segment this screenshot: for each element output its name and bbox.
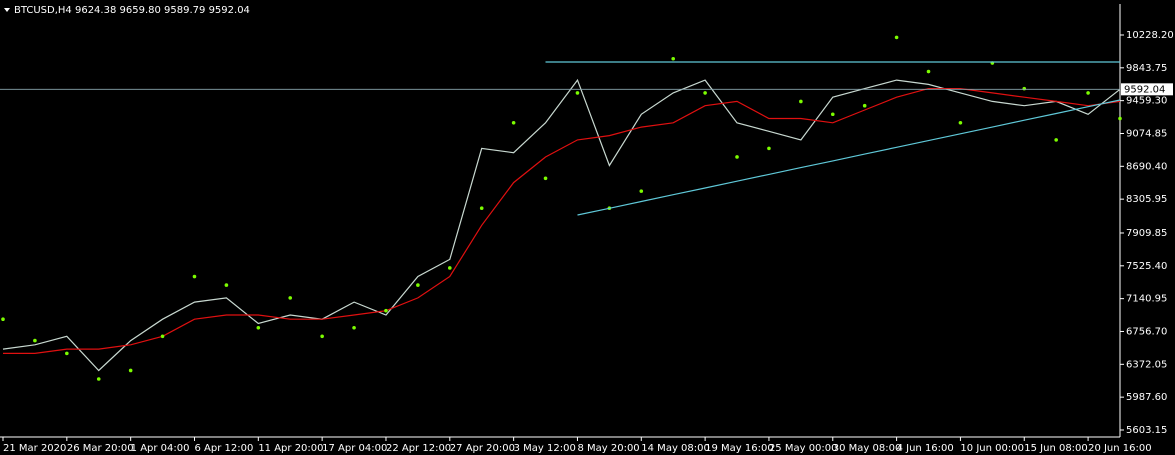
sar-dot (128, 368, 133, 373)
y-tick-label: 7140.95 (1126, 294, 1167, 305)
x-tick-label: 11 Apr 20:00 (258, 443, 323, 454)
menu-arrow[interactable] (4, 8, 10, 12)
sar-dot (767, 146, 771, 151)
y-tick-label: 5987.60 (1126, 392, 1167, 403)
sar-dot (830, 112, 835, 117)
x-tick-label: 25 May 00:00 (769, 443, 838, 454)
sar-dot (894, 35, 899, 40)
x-tick-label: 4 Jun 16:00 (897, 443, 954, 454)
x-tick-label: 6 Apr 12:00 (194, 443, 253, 454)
sar-dot (479, 206, 484, 211)
sar-dot (65, 351, 69, 356)
sar-dot (1054, 138, 1058, 142)
y-tick-label: 10228.20 (1126, 30, 1174, 41)
x-tick-label: 14 May 08:00 (641, 443, 710, 454)
sar-dot (224, 283, 229, 287)
y-tick-label: 6756.70 (1126, 326, 1167, 337)
sar-dot (703, 91, 707, 95)
x-tick-label: 27 Apr 20:00 (450, 443, 515, 454)
x-tick-label: 3 May 12:00 (514, 443, 576, 454)
series-line (577, 99, 1121, 216)
sar-dot (192, 274, 197, 279)
sar-dot (96, 377, 101, 381)
y-tick-label: 5603.15 (1126, 425, 1167, 436)
sar-dot (958, 120, 963, 125)
x-tick-label: 22 Apr 12:00 (386, 443, 451, 454)
chart-title: BTCUSD,H4 9624.38 9659.80 9589.79 9592.0… (14, 5, 250, 16)
sar-dot (448, 266, 452, 270)
sar-dot (671, 56, 675, 61)
y-tick-label: 8690.40 (1126, 161, 1167, 172)
bid-label: 9592.04 (1124, 84, 1165, 95)
sar-dot (33, 338, 37, 343)
x-tick-label: 10 Jun 00:00 (960, 443, 1024, 454)
sar-dot (575, 91, 580, 95)
x-tick-label: 15 Jun 08:00 (1024, 443, 1088, 454)
y-tick-label: 6372.05 (1126, 359, 1167, 370)
series-line (3, 88, 1121, 354)
x-tick-label: 30 May 08:00 (833, 443, 902, 454)
x-tick-label: 19 May 16:00 (705, 443, 774, 454)
x-tick-label: 17 Apr 04:00 (322, 443, 387, 454)
sar-dot (160, 334, 165, 339)
y-tick-label: 9074.85 (1126, 128, 1167, 139)
sar-dot (1022, 86, 1027, 91)
sar-dot (543, 176, 548, 181)
sar-dot (926, 69, 931, 74)
sar-dot (1118, 116, 1122, 121)
series-line (2, 78, 1121, 372)
sar-dot (320, 334, 324, 339)
bid-box (1121, 83, 1173, 96)
y-tick-label: 9843.75 (1126, 63, 1167, 74)
sar-dot (511, 120, 516, 125)
x-tick-label: 8 May 20:00 (577, 443, 639, 454)
sar-dot (639, 189, 644, 193)
sar-dot (352, 325, 356, 330)
y-tick-label: 7525.40 (1126, 261, 1167, 272)
sar-dot (735, 155, 739, 159)
x-tick-label: 26 Mar 20:00 (67, 443, 134, 454)
x-tick-label: 1 Apr 04:00 (131, 443, 190, 454)
x-tick-label: 20 Jun 16:00 (1088, 443, 1152, 454)
sar-dot (288, 296, 293, 300)
y-tick-label: 8305.95 (1126, 194, 1167, 205)
sar-dot (256, 325, 261, 330)
sar-dot (1, 317, 5, 322)
sar-dot (799, 99, 803, 104)
y-tick-label: 9459.30 (1126, 96, 1167, 107)
sar-dot (416, 283, 420, 287)
sar-dot (384, 308, 388, 313)
sar-dot (862, 103, 867, 108)
y-tick-label: 7909.85 (1126, 228, 1167, 239)
sar-dot (1086, 91, 1090, 95)
x-tick-label: 21 Mar 2020 (3, 443, 66, 454)
